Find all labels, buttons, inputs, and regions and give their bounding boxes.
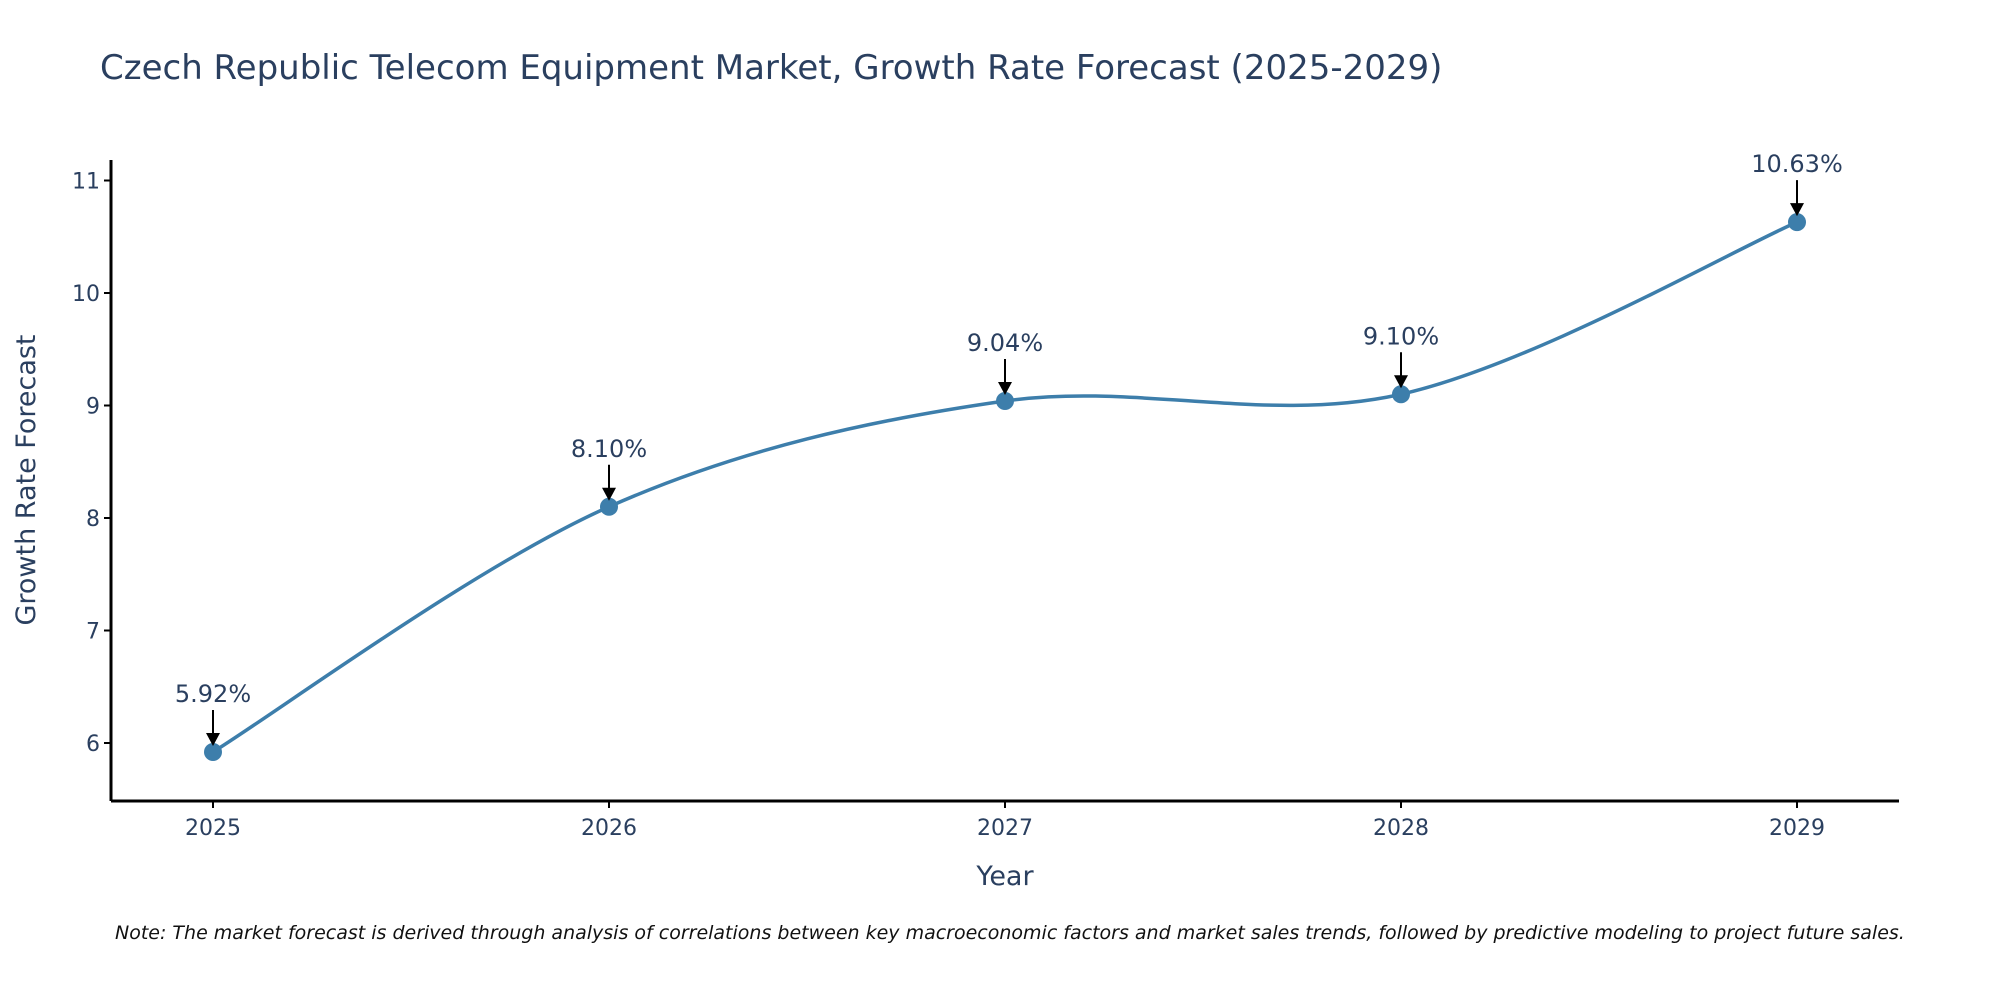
y-tick-label: 6 <box>86 732 100 757</box>
y-tick-label: 7 <box>86 620 100 645</box>
annotation-arrow-head <box>206 733 220 746</box>
x-tick-label: 2026 <box>581 816 637 841</box>
data-point <box>1392 385 1410 404</box>
data-label: 9.04% <box>967 329 1043 357</box>
annotation-arrow-head <box>1394 375 1408 389</box>
series-line <box>212 220 1798 754</box>
data-label: 8.10% <box>571 435 647 463</box>
y-tick-label: 9 <box>86 395 100 420</box>
data-point <box>204 743 222 761</box>
y-axis-title: Growth Rate Forecast <box>11 334 42 625</box>
annotation-arrow-head <box>1790 203 1804 217</box>
y-tick-label: 8 <box>86 507 100 532</box>
annotation-arrow-head <box>998 382 1012 395</box>
series-markers <box>204 213 1806 761</box>
x-tick-label: 2028 <box>1373 816 1429 841</box>
data-point <box>996 392 1014 410</box>
data-point <box>600 497 618 516</box>
y-tick-label: 11 <box>72 170 100 195</box>
x-tick-label: 2029 <box>1769 816 1825 841</box>
data-label: 9.10% <box>1363 322 1439 350</box>
x-tick-label: 2025 <box>185 816 241 841</box>
y-axis-ticks: 6 7 8 9 10 11 <box>72 170 111 757</box>
annotations: 5.92% 8.10% 9.04% 9.10% 10.63% <box>175 150 1843 746</box>
y-tick-label: 10 <box>72 282 100 307</box>
data-label: 5.92% <box>175 680 251 708</box>
data-label: 10.63% <box>1751 150 1843 178</box>
x-tick-label: 2027 <box>977 816 1033 841</box>
chart-title: Czech Republic Telecom Equipment Market,… <box>100 48 1442 88</box>
x-axis-title: Year <box>975 861 1034 892</box>
footnote: Note: The market forecast is derived thr… <box>115 922 1905 944</box>
x-axis-ticks: 2025 2026 2027 2028 2029 <box>185 801 1825 841</box>
data-point <box>1788 213 1806 232</box>
annotation-arrow-head <box>602 487 616 501</box>
